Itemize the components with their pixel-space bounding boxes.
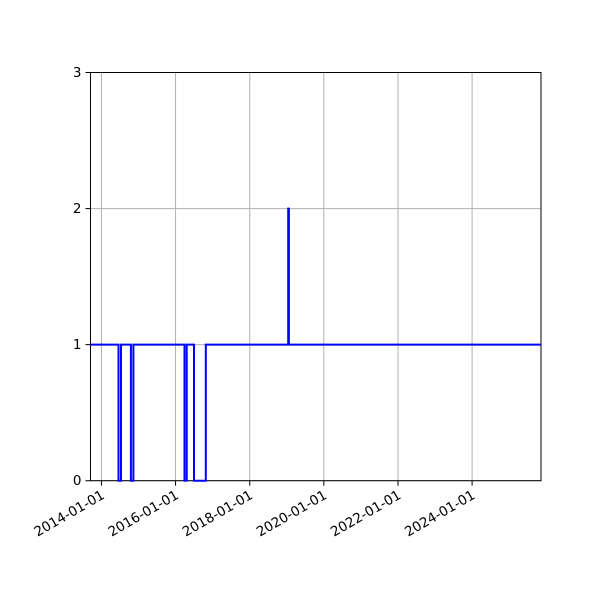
x-tick-label: 2024-01-01: [402, 487, 478, 540]
y-tick-label: 3: [73, 65, 82, 81]
y-tick-label: 1: [73, 337, 82, 353]
x-tick-label: 2018-01-01: [180, 487, 256, 540]
x-tick-label: 2014-01-01: [32, 487, 108, 540]
x-tick-label: 2016-01-01: [106, 487, 182, 540]
y-tick-label: 2: [73, 201, 82, 217]
x-tick-label: 2020-01-01: [254, 487, 330, 540]
plot-border: [90, 72, 542, 482]
x-tick-label: 2022-01-01: [328, 487, 404, 540]
y-tick-label: 0: [73, 473, 82, 489]
data-series-line: [90, 207, 541, 482]
